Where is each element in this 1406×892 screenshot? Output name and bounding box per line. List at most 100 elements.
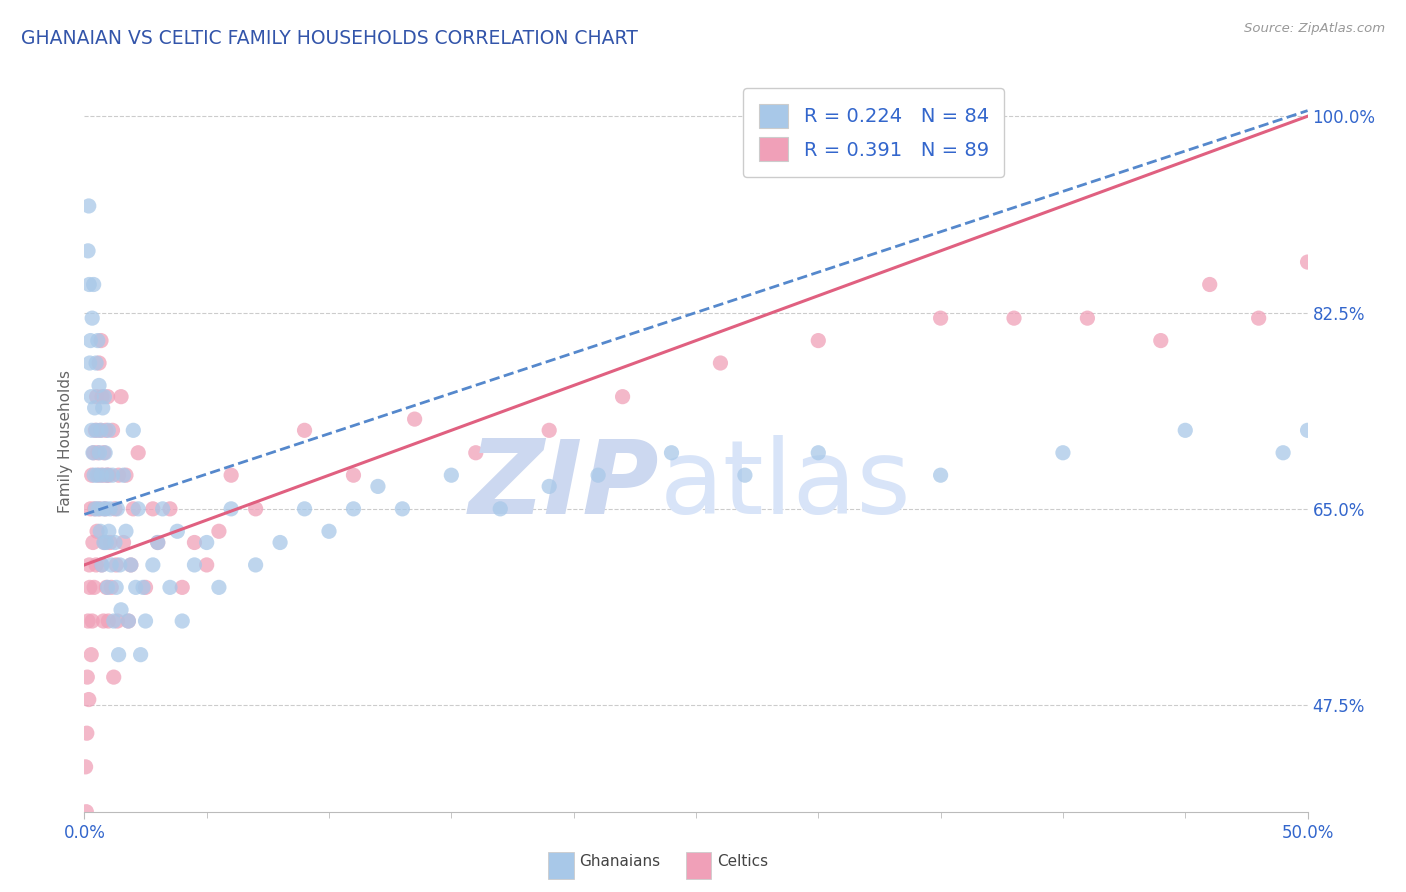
Point <box>77 614 100 628</box>
Point <box>1174 423 1197 437</box>
Point <box>77 199 100 213</box>
Point <box>89 524 111 539</box>
Point <box>146 535 169 549</box>
Point <box>142 558 165 572</box>
Point <box>91 558 114 572</box>
Point <box>79 501 101 516</box>
Point <box>83 446 105 460</box>
Point <box>96 580 118 594</box>
Point <box>129 648 152 662</box>
Point <box>82 535 104 549</box>
Point <box>83 277 105 292</box>
Point <box>1052 446 1074 460</box>
Point <box>807 334 830 348</box>
Point <box>195 558 218 572</box>
Point <box>79 334 101 348</box>
Point <box>1150 334 1173 348</box>
Point <box>77 558 100 572</box>
Point <box>86 390 108 404</box>
Point <box>77 692 100 706</box>
Point <box>110 603 132 617</box>
Point <box>98 535 121 549</box>
Point <box>110 390 132 404</box>
Point <box>91 468 114 483</box>
Point <box>440 468 463 483</box>
Point <box>195 535 218 549</box>
Point <box>166 524 188 539</box>
Text: GHANAIAN VS CELTIC FAMILY HOUSEHOLDS CORRELATION CHART: GHANAIAN VS CELTIC FAMILY HOUSEHOLDS COR… <box>21 29 638 47</box>
Point <box>245 501 267 516</box>
Point <box>89 423 111 437</box>
Point <box>105 580 128 594</box>
Point <box>342 468 364 483</box>
Point <box>152 501 174 516</box>
Point <box>1296 423 1319 437</box>
Text: Source: ZipAtlas.com: Source: ZipAtlas.com <box>1244 22 1385 36</box>
Point <box>97 390 120 404</box>
Point <box>127 446 149 460</box>
Point <box>294 501 316 516</box>
Point <box>1002 311 1025 326</box>
Point <box>172 580 194 594</box>
Point <box>115 524 138 539</box>
Point <box>79 580 101 594</box>
Point <box>82 614 104 628</box>
Point <box>586 468 609 483</box>
Point <box>93 501 115 516</box>
Point <box>93 390 115 404</box>
Point <box>117 614 139 628</box>
Point <box>107 648 129 662</box>
Point <box>90 423 112 437</box>
Point <box>105 614 128 628</box>
Point <box>112 535 135 549</box>
Point <box>122 501 145 516</box>
Point <box>101 423 124 437</box>
Point <box>77 277 100 292</box>
Point <box>120 558 142 572</box>
Point <box>183 558 205 572</box>
Point <box>269 535 291 549</box>
Point <box>84 558 107 572</box>
Point <box>342 501 364 516</box>
Point <box>96 535 118 549</box>
Point <box>96 468 118 483</box>
Point <box>1272 446 1295 460</box>
Point <box>80 648 103 662</box>
Point <box>87 378 110 392</box>
Point <box>75 805 97 819</box>
Point <box>97 614 120 628</box>
Point <box>82 446 104 460</box>
Point <box>90 468 112 483</box>
Point <box>82 311 104 326</box>
Point <box>391 501 413 516</box>
Text: Celtics: Celtics <box>717 855 768 869</box>
Point <box>146 535 169 549</box>
Point <box>87 356 110 370</box>
Point <box>87 334 110 348</box>
Point <box>91 401 114 415</box>
Point <box>103 614 125 628</box>
Point <box>367 479 389 493</box>
Point <box>661 446 683 460</box>
Point <box>84 501 107 516</box>
Point <box>101 468 124 483</box>
Point <box>93 614 115 628</box>
Point <box>94 446 117 460</box>
Point <box>94 501 117 516</box>
Point <box>93 446 115 460</box>
Point <box>80 390 103 404</box>
Point <box>929 311 952 326</box>
Point <box>489 501 512 516</box>
Point <box>117 614 139 628</box>
Point <box>83 468 105 483</box>
Point <box>105 501 128 516</box>
Point <box>294 423 316 437</box>
Point <box>107 468 129 483</box>
Point <box>1076 311 1098 326</box>
Text: ZIP: ZIP <box>468 435 659 536</box>
Point <box>94 423 117 437</box>
Point <box>929 468 952 483</box>
Point <box>86 468 108 483</box>
Point <box>80 468 103 483</box>
Point <box>538 479 561 493</box>
